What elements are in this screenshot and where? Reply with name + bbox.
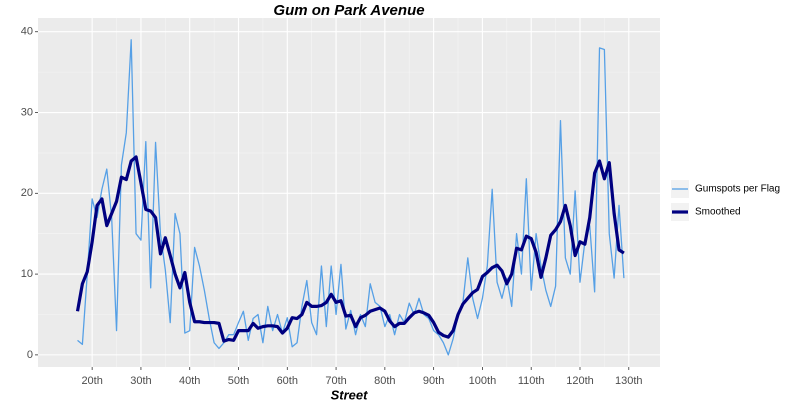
series-line	[77, 39, 625, 356]
y-tick-label: 20	[21, 187, 33, 199]
legend-label: Smoothed	[695, 207, 741, 218]
y-tick-label: 40	[21, 26, 33, 38]
x-tick-label: 130th	[615, 375, 643, 387]
x-tick-label: 110th	[518, 375, 545, 387]
x-tick-label: 80th	[374, 375, 395, 387]
x-tick-label: 40th	[179, 375, 200, 387]
x-tick-label: 20th	[81, 375, 102, 387]
x-axis-title: Street	[331, 387, 369, 402]
x-tick-label: 50th	[228, 375, 249, 387]
x-tick-label: 90th	[423, 375, 444, 387]
x-tick-label: 70th	[325, 375, 346, 387]
x-tick-label: 60th	[277, 375, 298, 387]
x-tick-label: 120th	[566, 375, 594, 387]
y-tick-label: 0	[27, 349, 33, 361]
x-tick-label: 30th	[130, 375, 151, 387]
chart-title: Gum on Park Avenue	[273, 2, 424, 19]
series-line	[75, 155, 625, 343]
x-tick-label: 100th	[469, 375, 497, 387]
y-tick-label: 30	[21, 106, 33, 118]
legend-label: Gumspots per Flag	[695, 184, 780, 195]
y-tick-label: 10	[21, 268, 33, 280]
